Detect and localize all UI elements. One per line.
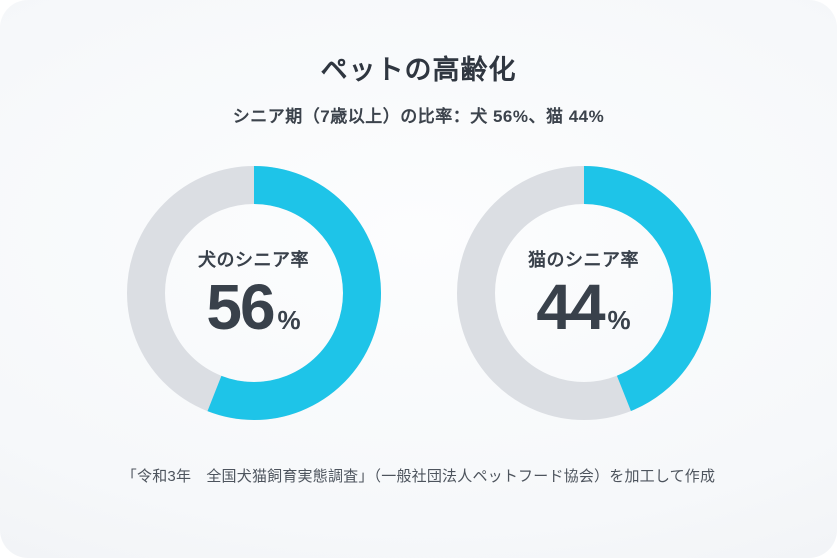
source-note: 「令和3年 全国犬猫飼育実態調査」（一般社団法人ペットフード協会）を加工して作成 (121, 468, 716, 486)
page-title: ペットの高齢化 (320, 55, 517, 85)
donut-number: 44 % (536, 270, 631, 343)
subtitle: シニア期（7歳以上）の比率：犬 56%、猫 44% (232, 106, 605, 126)
cat-donut-center: 猫のシニア率 44 % (495, 204, 673, 382)
dog-senior-donut-chart: 犬のシニア率 56 % (126, 166, 381, 421)
donut-value-arc (126, 166, 381, 421)
donut-value-arc (456, 166, 711, 421)
donut-label: 猫のシニア率 (528, 249, 639, 270)
cat-senior-donut-chart: 猫のシニア率 44 % (456, 166, 711, 421)
percent-sign: % (607, 304, 631, 335)
donut-value: 44 (536, 270, 605, 343)
dog-donut-center: 犬のシニア率 56 % (165, 204, 343, 382)
percent-sign: % (277, 304, 301, 335)
cat-donut-ring (456, 166, 711, 421)
dog-donut-ring (126, 166, 381, 421)
donut-charts-row: 犬のシニア率 56 % 猫のシニア率 44 % (126, 166, 711, 421)
donut-label: 犬のシニア率 (198, 249, 309, 270)
donut-value: 56 (206, 270, 275, 343)
donut-number: 56 % (206, 270, 301, 343)
